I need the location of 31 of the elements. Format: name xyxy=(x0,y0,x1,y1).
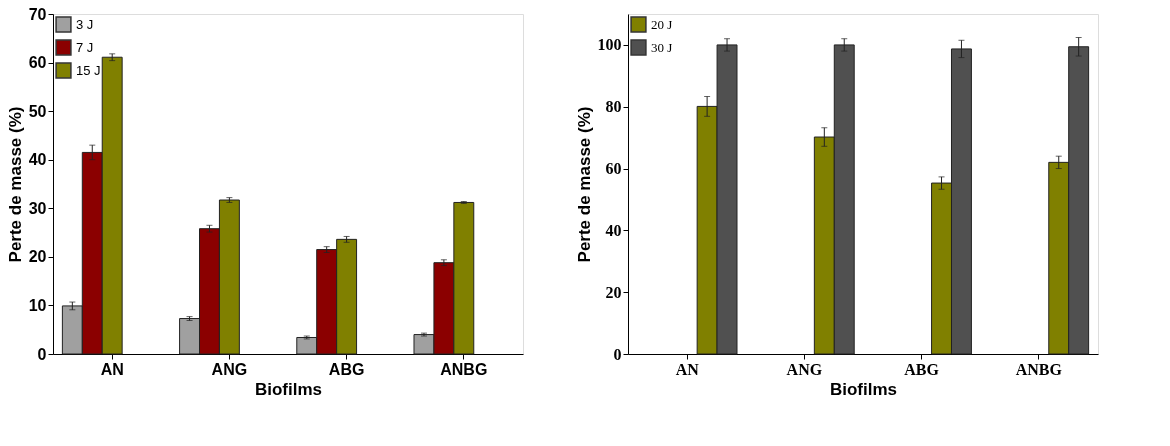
y-tick-label: 0 xyxy=(613,345,622,363)
x-axis-title: Biofilms xyxy=(829,379,898,399)
legend-label: 20 J xyxy=(651,16,673,32)
x-tick-label: AN xyxy=(100,360,124,378)
x-tick-label: ABG xyxy=(328,360,365,378)
x-tick-label: ANG xyxy=(211,360,248,378)
legend-label: 30 J xyxy=(651,39,673,55)
x-axis-title: Biofilms xyxy=(254,379,323,399)
y-tick-label: 0 xyxy=(37,345,47,363)
x-tick-label: ABG xyxy=(904,360,940,378)
y-tick-label: 60 xyxy=(605,160,622,178)
y-tick-label: 20 xyxy=(605,283,622,301)
y-tick-label: 20 xyxy=(28,248,47,266)
y-tick-label: 60 xyxy=(28,54,47,72)
x-tick-label: ANG xyxy=(786,360,823,378)
legend-label: 3 J xyxy=(76,16,94,32)
y-tick-label: 100 xyxy=(597,36,622,54)
legend-label: 7 J xyxy=(76,39,94,55)
x-tick-label: ANBG xyxy=(440,360,488,378)
x-tick-label: ANBG xyxy=(1015,360,1063,378)
y-tick-label: 70 xyxy=(28,5,47,23)
y-axis-title: Perte de masse (%) xyxy=(574,106,594,263)
y-tick-label: 40 xyxy=(605,221,622,239)
y-tick-label: 40 xyxy=(28,151,47,169)
y-tick-label: 30 xyxy=(28,199,47,217)
x-tick-label: AN xyxy=(675,360,700,378)
y-tick-label: 10 xyxy=(28,296,47,314)
legend-label: 15 J xyxy=(76,62,101,78)
y-tick-label: 50 xyxy=(28,102,47,120)
y-tick-label: 80 xyxy=(605,98,622,116)
y-axis-title: Perte de masse (%) xyxy=(5,106,25,263)
